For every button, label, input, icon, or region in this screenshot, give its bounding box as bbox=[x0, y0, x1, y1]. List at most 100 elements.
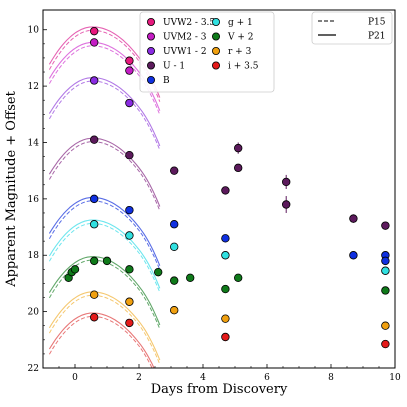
data-point bbox=[221, 314, 230, 323]
y-tick-label: 16 bbox=[28, 195, 40, 205]
model-curve-p21 bbox=[48, 137, 161, 207]
data-point bbox=[169, 242, 179, 251]
model-curves bbox=[48, 26, 161, 368]
y-tick-label: 10 bbox=[28, 26, 40, 36]
legend-label-p15: P15 bbox=[368, 18, 386, 28]
data-point bbox=[125, 66, 134, 75]
data-point bbox=[89, 290, 99, 299]
data-point bbox=[125, 98, 134, 108]
data-point bbox=[381, 266, 390, 275]
y-tick-label: 14 bbox=[28, 138, 40, 148]
x-tick-label: 0 bbox=[72, 373, 78, 383]
data-point bbox=[125, 56, 134, 65]
x-tick-label: 2 bbox=[136, 373, 142, 383]
data-point bbox=[89, 313, 99, 322]
x-axis-ticks: 0 2 4 6 8 10 bbox=[42, 364, 401, 383]
legend-marker bbox=[211, 17, 220, 26]
data-point bbox=[125, 231, 134, 240]
data-point bbox=[125, 318, 134, 328]
legend-label: g + 1 bbox=[228, 18, 253, 28]
data-point bbox=[221, 284, 230, 294]
data-point bbox=[185, 273, 195, 282]
legend-label: V + 2 bbox=[227, 33, 254, 43]
model-curve-p21 bbox=[48, 312, 155, 368]
data-point bbox=[125, 265, 134, 274]
data-point bbox=[221, 234, 230, 243]
legend-marker bbox=[146, 76, 155, 85]
model-curve-p21 bbox=[48, 219, 161, 289]
data-point bbox=[169, 306, 179, 315]
data-point bbox=[102, 256, 112, 266]
model-curve-p15 bbox=[48, 294, 161, 365]
data-point bbox=[381, 286, 390, 295]
data-point bbox=[125, 150, 134, 160]
legend-label: r + 3 bbox=[228, 47, 252, 57]
y-tick-label: 20 bbox=[28, 308, 40, 318]
data-point bbox=[349, 214, 358, 223]
legend-marker bbox=[146, 47, 155, 56]
data-point bbox=[233, 143, 243, 153]
data-point bbox=[282, 200, 291, 209]
filter-legend: UVW2 - 3.5 UVM2 - 3 UVW1 - 2 U - 1 Bg + 1 V +… bbox=[139, 11, 275, 93]
model-curve-p21 bbox=[48, 77, 161, 147]
model-curve-p21 bbox=[48, 291, 161, 361]
data-point bbox=[153, 267, 163, 277]
data-points bbox=[64, 26, 390, 349]
data-point bbox=[89, 194, 99, 204]
data-point bbox=[89, 76, 99, 85]
filter-legend-frame bbox=[139, 11, 275, 93]
model-legend: P15 P21 bbox=[311, 11, 393, 45]
x-tick-label: 4 bbox=[200, 373, 206, 383]
data-point bbox=[221, 251, 230, 260]
legend-label: UVW1 - 2 bbox=[163, 47, 207, 57]
data-point bbox=[89, 26, 99, 36]
data-point bbox=[221, 186, 230, 195]
x-tick-label: 10 bbox=[389, 373, 401, 383]
y-tick-label: 22 bbox=[28, 364, 39, 374]
legend-label: UVW2 - 3.5 bbox=[163, 18, 215, 28]
model-curve-p15 bbox=[48, 80, 161, 151]
data-point bbox=[282, 177, 291, 187]
legend-marker bbox=[146, 32, 155, 41]
legend-marker bbox=[146, 17, 155, 26]
model-curve-p15 bbox=[48, 200, 161, 270]
legend-label: U - 1 bbox=[163, 62, 185, 72]
data-point bbox=[89, 220, 99, 229]
data-point bbox=[381, 221, 390, 230]
legend-label-p21: P21 bbox=[368, 32, 386, 42]
data-point bbox=[381, 321, 390, 330]
data-point bbox=[233, 163, 243, 173]
legend-marker bbox=[211, 32, 220, 41]
data-point bbox=[381, 339, 390, 349]
data-point bbox=[125, 297, 134, 306]
model-curve-p15 bbox=[48, 315, 153, 368]
data-point bbox=[89, 256, 99, 266]
data-point bbox=[125, 205, 134, 215]
data-point bbox=[233, 273, 243, 282]
x-tick-label: 8 bbox=[328, 373, 334, 383]
legend-label: UVM2 - 3 bbox=[163, 33, 207, 43]
y-tick-label: 18 bbox=[28, 251, 40, 261]
data-point bbox=[169, 166, 179, 175]
legend-marker bbox=[211, 61, 220, 70]
legend-marker bbox=[211, 47, 220, 56]
model-curve-p15 bbox=[48, 141, 161, 211]
model-curve-p15 bbox=[48, 222, 161, 293]
y-axis-ticks: 10 12 14 16 18 20 22 bbox=[28, 26, 47, 374]
data-point bbox=[70, 265, 80, 274]
legend-marker bbox=[146, 61, 155, 70]
legend-label: B bbox=[163, 76, 170, 86]
data-point bbox=[89, 38, 99, 47]
data-point bbox=[221, 332, 230, 342]
data-point bbox=[349, 251, 358, 260]
data-point bbox=[169, 220, 179, 229]
model-curve-p21 bbox=[48, 196, 161, 266]
x-axis-label: Days from Discovery bbox=[151, 382, 288, 397]
data-point bbox=[169, 276, 179, 285]
y-tick-label: 12 bbox=[28, 82, 39, 92]
model-legend-frame bbox=[311, 11, 393, 45]
data-point bbox=[381, 256, 390, 266]
legend-label: i + 3.5 bbox=[228, 62, 259, 72]
y-axis-label: Apparent Magnitude + Offset bbox=[4, 90, 19, 287]
